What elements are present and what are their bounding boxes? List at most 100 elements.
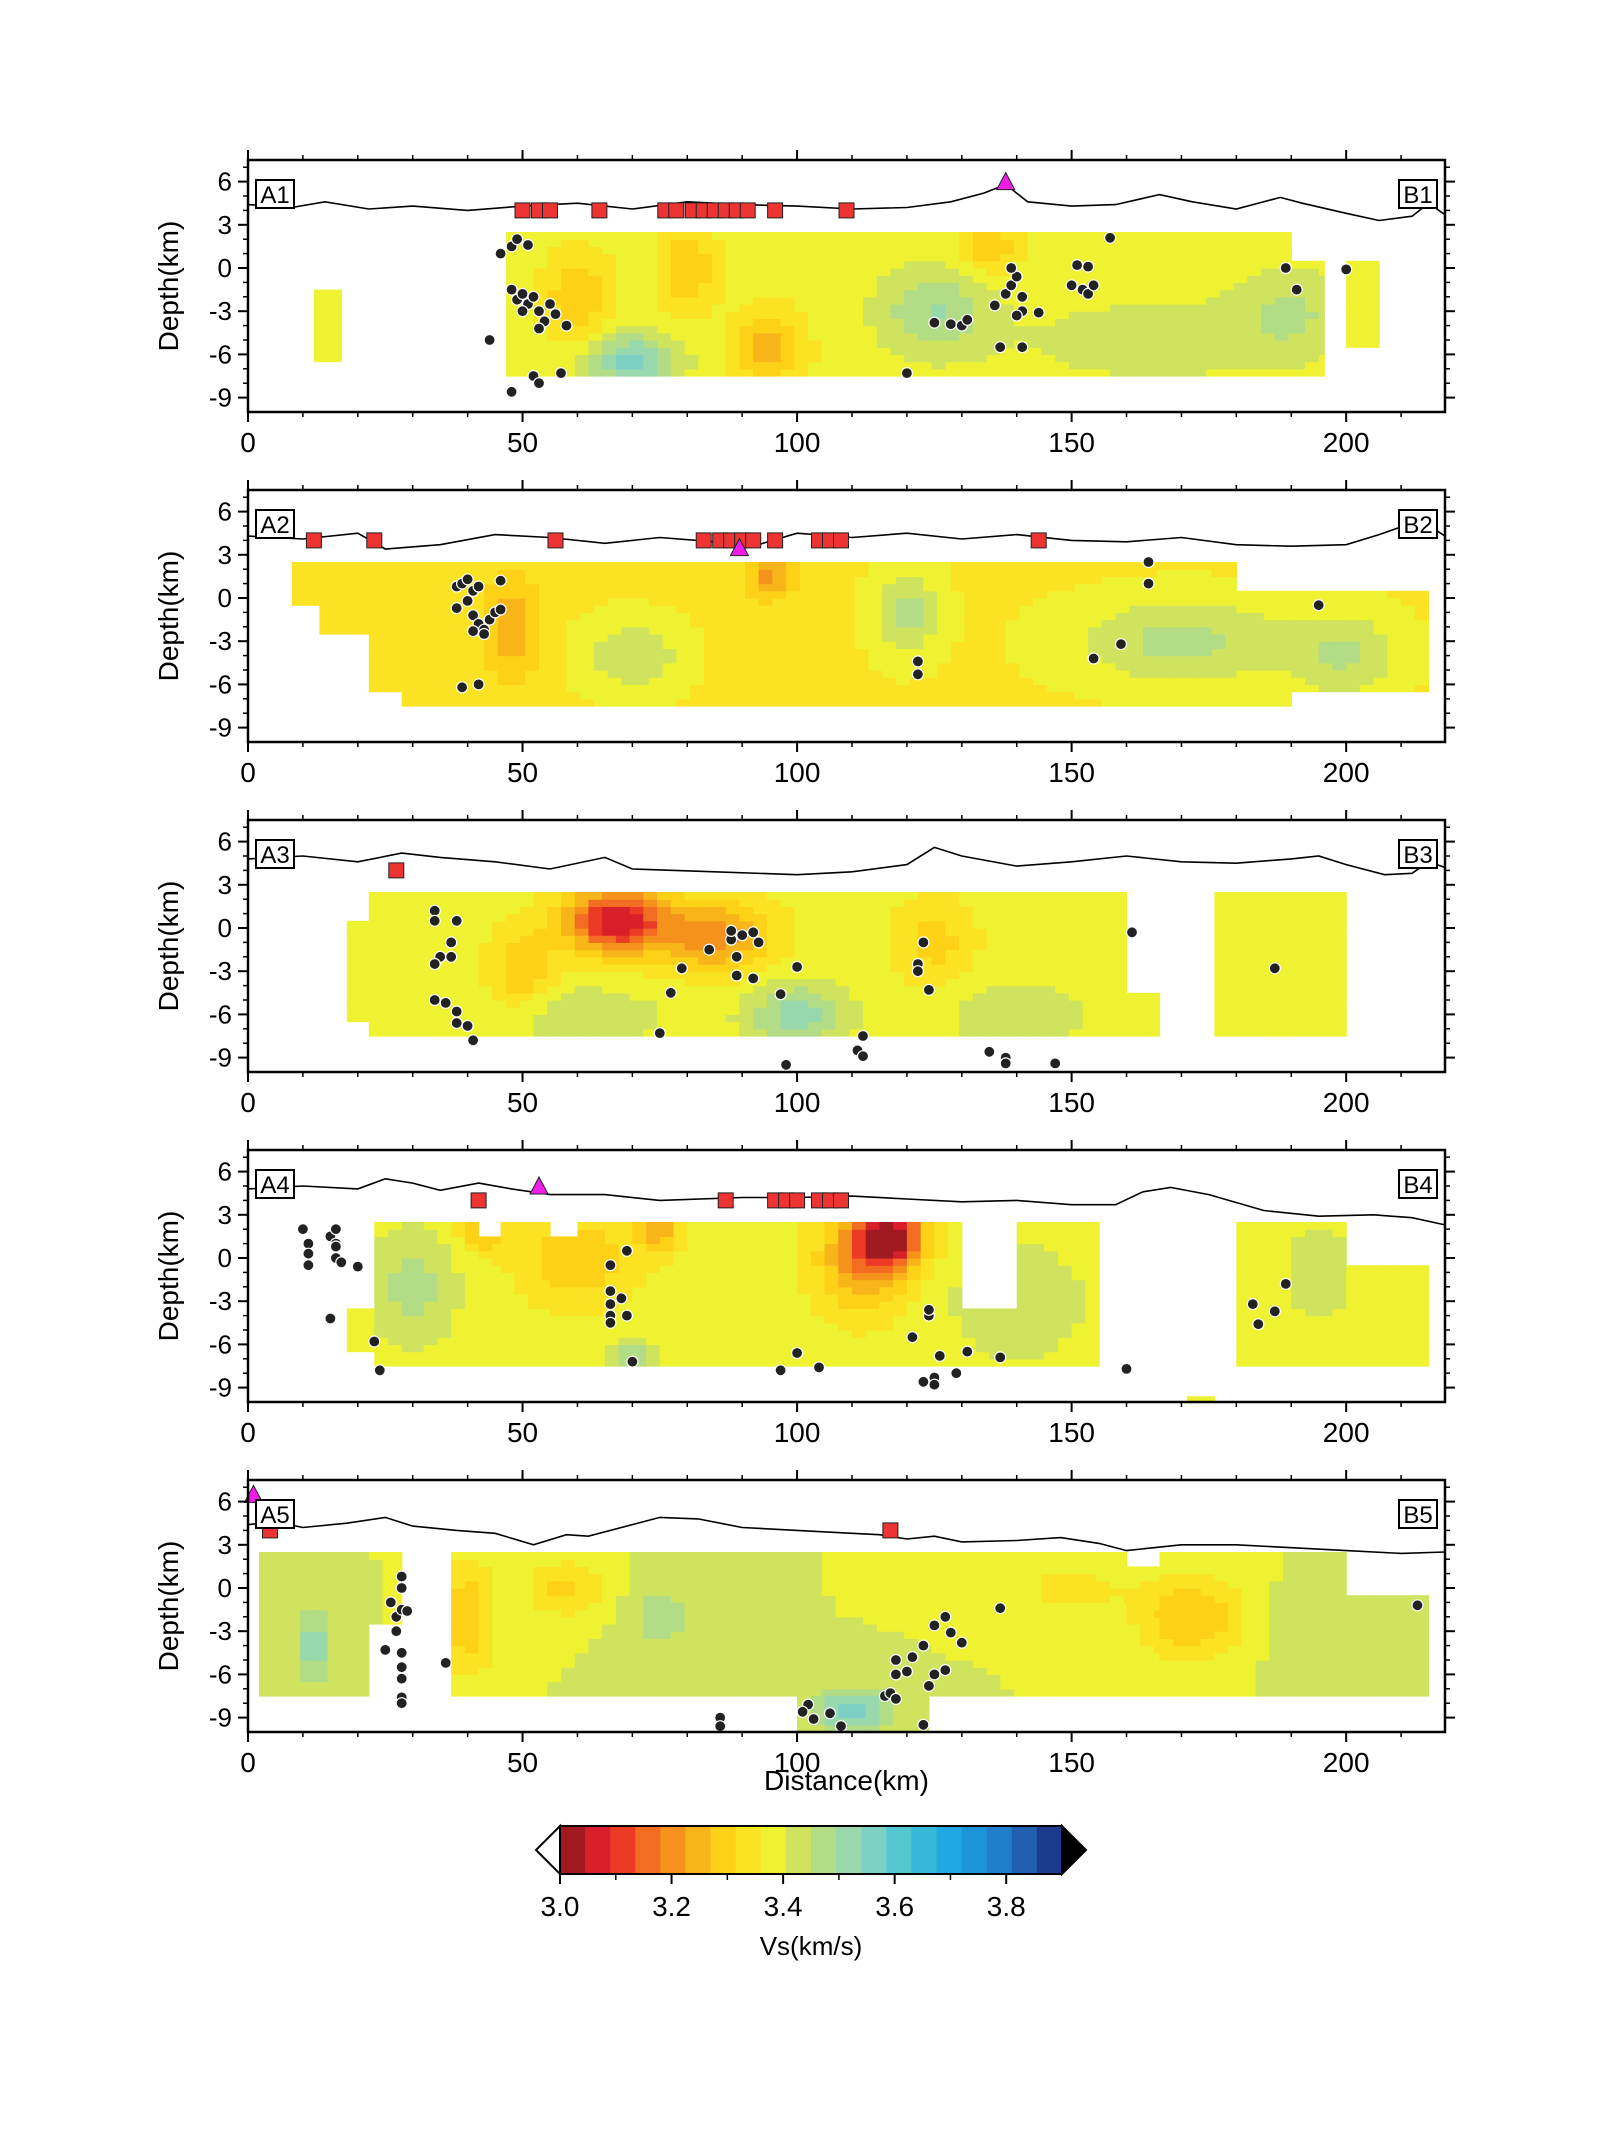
vs-cell: [1275, 340, 1289, 348]
vs-cell: [1170, 699, 1184, 707]
vs-cell: [1041, 950, 1055, 958]
vs-cell: [698, 232, 712, 240]
vs-cell: [608, 620, 622, 628]
vs-cell: [1305, 333, 1319, 341]
vs-cell: [739, 275, 753, 283]
vs-cell: [550, 1265, 564, 1273]
vs-cell: [1264, 699, 1278, 707]
vs-cell: [1324, 1007, 1338, 1015]
vs-cell: [1250, 684, 1264, 692]
vs-cell: [1247, 347, 1261, 355]
vs-cell: [588, 950, 602, 958]
vs-cell: [1083, 333, 1097, 341]
vs-cell: [506, 993, 520, 1001]
vs-cell: [1041, 347, 1055, 355]
vs-cell: [904, 268, 918, 276]
vs-cell: [512, 576, 526, 584]
vs-cell: [369, 978, 383, 986]
vs-cell: [918, 362, 932, 370]
vs-cell: [547, 333, 561, 341]
vs-cell: [877, 304, 891, 312]
vs-cell: [1110, 950, 1124, 958]
vs-cell: [1374, 648, 1388, 656]
earthquake-marker: [534, 378, 545, 389]
vs-cell: [1116, 605, 1130, 613]
vs-cell: [1179, 340, 1193, 348]
vs-cell: [800, 598, 814, 606]
vs-cell: [712, 340, 726, 348]
vs-cell: [945, 333, 959, 341]
vs-cell: [591, 1344, 605, 1352]
vs-cell: [643, 899, 657, 907]
vs-cell: [525, 591, 539, 599]
vs-cell: [1129, 677, 1143, 685]
vs-cell: [863, 282, 877, 290]
vs-cell: [1124, 950, 1127, 958]
vs-cell: [904, 1022, 918, 1030]
vs-cell: [602, 290, 616, 298]
vs-cell: [616, 254, 630, 262]
vs-cell: [1225, 605, 1237, 613]
vs-cell: [1283, 942, 1297, 950]
vs-cell: [402, 1316, 416, 1324]
vs-cell: [616, 232, 630, 240]
vs-cell: [525, 656, 539, 664]
vs-cell: [951, 656, 965, 664]
vs-cell: [424, 1236, 438, 1244]
vs-cell: [602, 892, 616, 900]
vs-cell: [410, 964, 424, 972]
vs-cell: [987, 993, 1001, 1001]
earthquake-marker: [451, 915, 462, 926]
vs-cell: [484, 684, 498, 692]
vs-cell: [479, 1308, 493, 1316]
vs-cell: [539, 648, 553, 656]
vs-cell: [1220, 318, 1234, 326]
vs-cell: [959, 892, 973, 900]
vs-cell: [465, 1301, 479, 1309]
vs-cell: [402, 656, 416, 664]
vs-cell: [539, 591, 553, 599]
vs-cell: [566, 641, 580, 649]
vs-cell: [1170, 670, 1184, 678]
vs-cell: [951, 598, 965, 606]
vs-cell: [1374, 326, 1380, 334]
earthquake-marker: [1017, 342, 1028, 353]
vs-cell: [539, 692, 553, 700]
vs-cell: [671, 333, 685, 341]
vs-cell: [1041, 921, 1055, 929]
vs-cell: [383, 605, 397, 613]
x-tick-label: 200: [1323, 757, 1370, 788]
vs-cell: [676, 648, 690, 656]
vs-cell: [630, 340, 644, 348]
vs-cell: [1096, 347, 1110, 355]
vs-cell: [621, 605, 635, 613]
vs-cell: [1074, 699, 1088, 707]
vs-cell: [781, 1000, 795, 1008]
vs-cell: [868, 634, 882, 642]
vs-cell: [959, 232, 973, 240]
vs-cell: [465, 1352, 479, 1360]
vs-cell: [1028, 318, 1042, 326]
vs-cell: [410, 899, 424, 907]
vs-cell: [1247, 290, 1261, 298]
vs-cell: [1074, 584, 1088, 592]
vs-cell: [767, 978, 781, 986]
vs-cell: [577, 1330, 591, 1338]
vs-cell: [841, 598, 855, 606]
vs-cell: [1305, 282, 1319, 290]
vs-cell: [451, 1359, 465, 1367]
vs-cell: [1264, 620, 1278, 628]
vs-cell: [808, 964, 822, 972]
vs-cell: [347, 921, 361, 929]
vs-cell: [594, 605, 608, 613]
vs-cell: [767, 333, 781, 341]
vs-cell: [841, 663, 855, 671]
vs-cell: [849, 246, 863, 254]
vs-cell: [786, 591, 800, 599]
vs-cell: [1214, 978, 1228, 986]
vs-cell: [698, 268, 712, 276]
vs-cell: [383, 993, 397, 1001]
vs-cell: [347, 1007, 361, 1015]
vs-cell: [429, 670, 443, 678]
vs-cell: [424, 1323, 438, 1331]
